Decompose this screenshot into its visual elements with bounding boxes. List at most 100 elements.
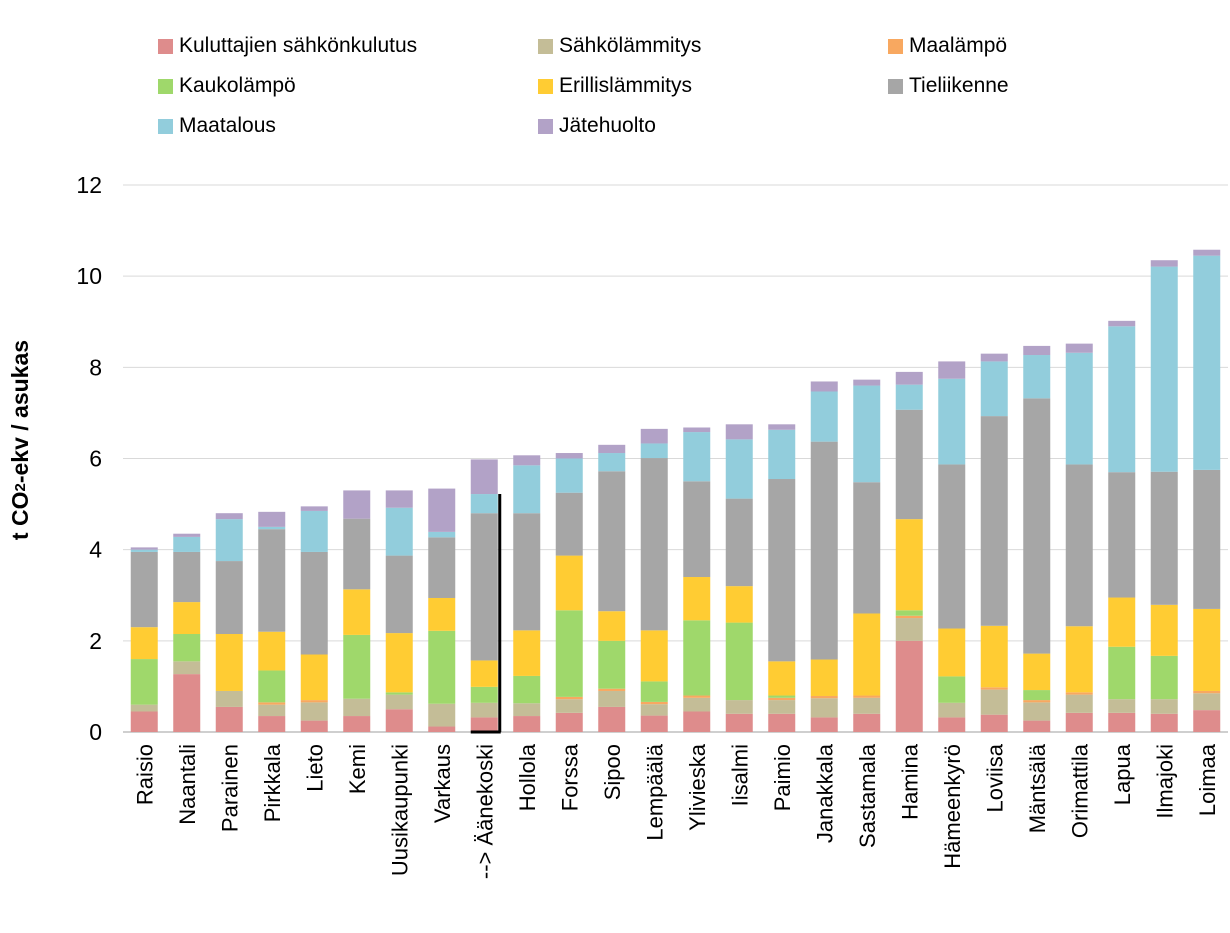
- legend-item: Kuluttajien sähkönkulutus: [158, 34, 417, 58]
- bar-segment: [385, 555, 413, 634]
- bar-segment: [810, 698, 838, 718]
- bar-segment: [1108, 712, 1136, 732]
- bar-segment: [895, 409, 923, 520]
- bar-segment: [428, 726, 456, 732]
- x-tick-label: Orimattila: [1067, 743, 1092, 838]
- legend-label: Sähkölämmitys: [559, 34, 702, 57]
- bar-segment: [598, 706, 626, 732]
- x-tick-label: Lempäälä: [642, 743, 667, 840]
- bar-segment: [428, 597, 456, 631]
- bar-segment: [725, 700, 753, 714]
- x-tick-label: Iisalmi: [727, 744, 752, 806]
- bar-segment: [258, 511, 286, 527]
- bar-segment: [598, 690, 626, 707]
- bar-segment: [980, 687, 1008, 690]
- y-tick-label: 2: [89, 628, 102, 654]
- x-tick-label: Ilmajoki: [1152, 744, 1177, 819]
- bar-segment: [598, 444, 626, 454]
- legend-swatch: [158, 118, 173, 134]
- bar-segment: [1108, 320, 1136, 327]
- bar-segment: [1193, 469, 1221, 609]
- bar-segment: [853, 613, 881, 696]
- legend-item: Maatalous: [158, 114, 276, 138]
- bar-segment: [1150, 471, 1178, 605]
- x-tick-label: Varkaus: [430, 744, 455, 823]
- bar-segment: [683, 427, 711, 433]
- bar-segment: [1108, 597, 1136, 647]
- bar-segment: [1150, 713, 1178, 732]
- x-tick-label: Sastamala: [855, 743, 880, 848]
- bar-segment: [300, 720, 328, 732]
- x-tick-label: Uusikaupunki: [387, 744, 412, 876]
- bar-segment: [470, 702, 498, 718]
- y-tick-label: 12: [76, 172, 102, 198]
- x-tick-label: Hämeenkyrö: [940, 744, 965, 869]
- legend-label: Kaukolämpö: [179, 74, 296, 97]
- bar-segment: [1065, 712, 1093, 732]
- bar-segment: [640, 704, 668, 716]
- bar-segment: [853, 482, 881, 614]
- bar-segment: [980, 689, 1008, 715]
- bar-segment: [555, 453, 583, 459]
- bar-segment: [683, 481, 711, 578]
- bar-segment: [130, 711, 158, 732]
- bar-segment: [938, 361, 966, 379]
- bar-segment: [1150, 260, 1178, 267]
- bar-segment: [385, 633, 413, 693]
- bar-segment: [513, 630, 541, 676]
- bar-segment: [130, 704, 158, 712]
- x-tick-label: Lieto: [302, 744, 327, 792]
- bar-segment: [768, 661, 796, 696]
- bar-segment: [1023, 653, 1051, 691]
- bar-segment: [725, 713, 753, 732]
- bar-segment: [810, 717, 838, 732]
- bar-segment: [1193, 255, 1221, 470]
- bar-segment: [343, 634, 371, 699]
- bar-segment: [768, 713, 796, 732]
- bar-segment: [1193, 710, 1221, 732]
- bar-segment: [173, 551, 201, 603]
- bar-segment: [725, 424, 753, 440]
- bar-segment: [853, 713, 881, 732]
- bar-segment: [173, 536, 201, 552]
- bar-segment: [258, 526, 286, 530]
- bar-segment: [130, 627, 158, 660]
- bar-segment: [130, 551, 158, 628]
- bar-segment: [300, 551, 328, 655]
- bar-segment: [343, 698, 371, 717]
- bar-segment: [555, 699, 583, 713]
- bar-segment: [130, 659, 158, 705]
- legend-item: Jätehuolto: [538, 114, 656, 138]
- x-tick-label: Ylivieska: [685, 743, 710, 831]
- bar-segment: [258, 702, 286, 705]
- bar-segment: [385, 507, 413, 556]
- bar-segment: [385, 490, 413, 508]
- x-tick-label: Janakkala: [812, 743, 837, 843]
- bar-segment: [768, 479, 796, 662]
- bar-segment: [1023, 355, 1051, 399]
- bar-segment: [555, 712, 583, 732]
- y-tick-label: 10: [76, 263, 102, 289]
- bar-segment: [725, 439, 753, 499]
- bar-segment: [938, 464, 966, 629]
- bar-segment: [428, 703, 456, 727]
- bar-segment: [1150, 655, 1178, 700]
- bar-segment: [555, 458, 583, 493]
- bar-segment: [1023, 345, 1051, 356]
- x-tick-label: Mäntsälä: [1025, 743, 1050, 833]
- bar-segment: [853, 695, 881, 698]
- x-tick-label: Hollola: [515, 743, 540, 811]
- bar-segment: [173, 533, 201, 537]
- legend-item: Tieliikenne: [888, 74, 1009, 98]
- legend-swatch: [538, 78, 553, 94]
- bar-segment: [683, 711, 711, 732]
- bar-segment: [258, 529, 286, 632]
- bar-segment: [173, 674, 201, 732]
- bar-segment: [215, 706, 243, 732]
- bar-segment: [598, 453, 626, 472]
- bar-segment: [895, 618, 923, 641]
- bar-segment: [215, 519, 243, 562]
- bar-segment: [640, 681, 668, 702]
- bar-segment: [173, 602, 201, 634]
